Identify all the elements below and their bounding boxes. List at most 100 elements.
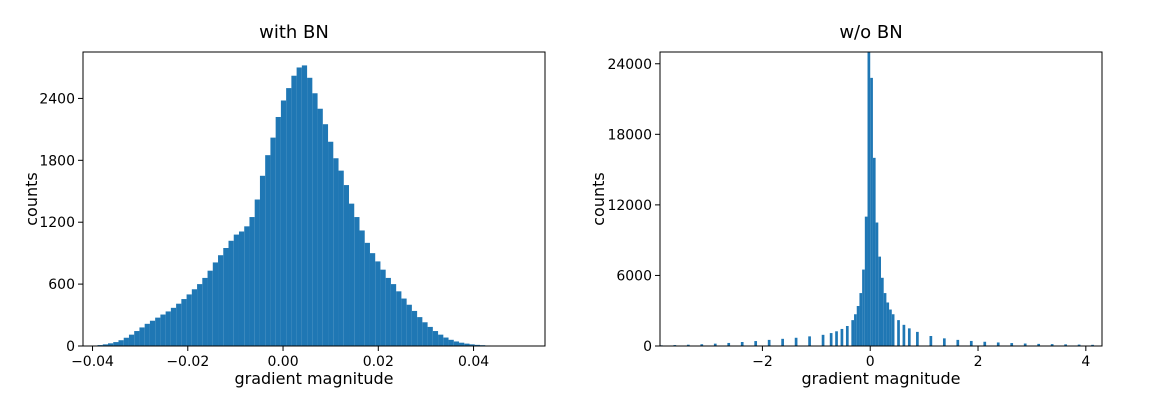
histogram-bar: [212, 262, 219, 346]
histogram-bar: [1037, 343, 1041, 346]
histogram-bar: [821, 334, 825, 346]
histogram-bar: [396, 291, 402, 346]
histogram-bar: [464, 343, 470, 346]
histogram-bar: [102, 344, 109, 346]
histogram-bar: [727, 342, 731, 346]
histogram-bar: [359, 230, 365, 346]
histogram-bar: [883, 293, 887, 346]
chart-title: w/o BN: [839, 22, 902, 43]
histogram-bar: [249, 217, 255, 346]
histogram-bar: [856, 306, 860, 346]
x-tick-label: −0.02: [166, 354, 209, 370]
histogram-bar: [406, 304, 412, 346]
histogram-bar: [870, 77, 873, 346]
histogram-bar: [312, 93, 318, 347]
histogram-bar: [983, 341, 987, 346]
histogram-bar: [969, 340, 973, 346]
histogram-bar: [443, 337, 449, 346]
histogram-bar: [889, 309, 892, 346]
histogram-bar: [897, 320, 900, 346]
y-tick-label: 18000: [607, 127, 652, 143]
histogram-bar: [385, 277, 391, 346]
histogram-bar: [878, 256, 881, 346]
histogram-bar: [160, 314, 166, 346]
histogram-bar: [223, 248, 229, 346]
histogram-bar: [794, 337, 798, 346]
histogram-bar: [343, 185, 350, 346]
histogram-bars: [660, 52, 1094, 346]
histogram-bar: [270, 137, 276, 346]
histogram-bar: [1023, 343, 1027, 346]
histogram-bar: [176, 303, 182, 346]
histogram-bar: [197, 284, 203, 346]
histogram-bar: [181, 299, 187, 346]
x-axis-ticks: −2 0 2 4: [752, 346, 1090, 370]
chart-with-bn: with BN 0 600 1200 1800 2400 −0.04 −0.02 0.00 0…: [22, 22, 546, 388]
x-tick-label: 4: [1081, 354, 1090, 370]
histogram-bar: [1064, 344, 1067, 346]
histogram-bar: [907, 328, 911, 346]
histogram-bar: [1010, 343, 1014, 346]
histogram-bar: [862, 269, 865, 346]
histogram-bar: [170, 307, 177, 346]
histogram-bar: [233, 234, 239, 346]
y-axis-ticks: 0 600 1200 1800 2400: [39, 91, 83, 355]
histogram-bar: [902, 324, 906, 346]
x-tick-label: 0.04: [458, 354, 489, 370]
histogram-bar: [291, 75, 297, 346]
histogram-bar: [364, 242, 370, 346]
histogram-bar: [139, 327, 145, 346]
histogram-bar: [354, 217, 360, 346]
histogram-bar: [469, 344, 475, 346]
histogram-bar: [165, 311, 171, 346]
histogram-bar: [390, 284, 397, 346]
y-tick-label: 1800: [39, 153, 75, 169]
x-tick-label: −2: [752, 354, 773, 370]
y-tick-label: 600: [48, 277, 75, 293]
histogram-bar: [996, 342, 1000, 346]
histogram-bar: [422, 322, 428, 346]
histogram-bar: [845, 326, 849, 346]
chart-title: with BN: [259, 22, 329, 43]
histogram-bar: [338, 170, 344, 346]
histogram-bar: [851, 320, 855, 346]
y-tick-label: 0: [643, 339, 652, 355]
histogram-bar: [432, 331, 439, 346]
x-tick-label: −0.04: [71, 354, 114, 370]
histogram-bar: [867, 52, 871, 346]
histogram-bar: [238, 231, 245, 346]
histogram-bar: [835, 331, 838, 346]
histogram-bar: [228, 240, 234, 346]
histogram-bar: [459, 342, 465, 346]
histogram-bar: [686, 344, 690, 346]
histogram-bar: [891, 314, 895, 346]
histogram-bar: [474, 344, 480, 346]
histogram-bar: [1091, 344, 1094, 346]
x-tick-label: 0: [866, 354, 875, 370]
plot-frame: [82, 51, 546, 347]
x-axis-ticks: −0.04 −0.02 0.00 0.02 0.04: [71, 346, 489, 370]
y-tick-label: 1200: [39, 215, 75, 231]
chart-without-bn: w/o BN 0 6000 12000 18000 24000 −2 0 2 4 gradie…: [589, 22, 1103, 388]
histogram-bar: [781, 338, 784, 346]
histogram-bar: [916, 331, 919, 346]
histogram-bar: [375, 261, 381, 346]
histogram-bar: [767, 339, 771, 346]
histogram-bar: [123, 337, 129, 346]
histogram-bar: [1077, 344, 1081, 346]
x-tick-label: 2: [974, 354, 983, 370]
histogram-bar: [427, 326, 433, 346]
histogram-bar: [369, 253, 376, 346]
histogram-bar: [401, 298, 407, 346]
histogram-bars: [92, 65, 512, 347]
histogram-bar: [118, 340, 124, 346]
histogram-bar: [438, 334, 444, 346]
histogram-bar: [280, 100, 287, 346]
y-axis-ticks: 0 6000 12000 18000 24000: [607, 57, 660, 355]
x-axis-label: gradient magnitude: [234, 369, 393, 388]
histogram-bar: [740, 342, 744, 346]
histogram-bar: [149, 320, 156, 346]
histogram-bar: [713, 343, 717, 346]
y-tick-label: 12000: [607, 198, 652, 214]
